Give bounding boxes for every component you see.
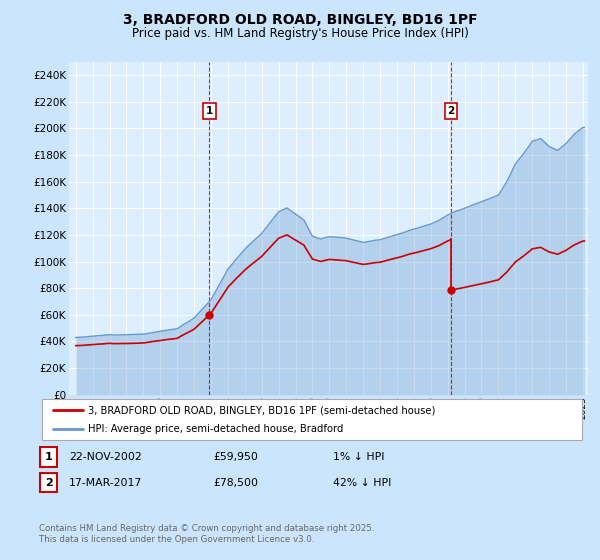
Text: 2: 2 — [448, 106, 455, 116]
Text: HPI: Average price, semi-detached house, Bradford: HPI: Average price, semi-detached house,… — [88, 424, 343, 433]
Text: 17-MAR-2017: 17-MAR-2017 — [69, 478, 142, 488]
Text: 22-NOV-2002: 22-NOV-2002 — [69, 452, 142, 462]
Text: £59,950: £59,950 — [213, 452, 258, 462]
Text: Contains HM Land Registry data © Crown copyright and database right 2025.
This d: Contains HM Land Registry data © Crown c… — [39, 524, 374, 544]
FancyBboxPatch shape — [42, 399, 582, 440]
Text: 3, BRADFORD OLD ROAD, BINGLEY, BD16 1PF: 3, BRADFORD OLD ROAD, BINGLEY, BD16 1PF — [122, 13, 478, 27]
Text: 3, BRADFORD OLD ROAD, BINGLEY, BD16 1PF (semi-detached house): 3, BRADFORD OLD ROAD, BINGLEY, BD16 1PF … — [88, 405, 435, 415]
Text: 2: 2 — [45, 478, 52, 488]
Text: Price paid vs. HM Land Registry's House Price Index (HPI): Price paid vs. HM Land Registry's House … — [131, 27, 469, 40]
Text: 42% ↓ HPI: 42% ↓ HPI — [333, 478, 391, 488]
Text: 1: 1 — [206, 106, 213, 116]
FancyBboxPatch shape — [40, 447, 57, 466]
Text: 1% ↓ HPI: 1% ↓ HPI — [333, 452, 385, 462]
Text: £78,500: £78,500 — [213, 478, 258, 488]
Text: 1: 1 — [45, 452, 52, 462]
FancyBboxPatch shape — [40, 473, 57, 492]
